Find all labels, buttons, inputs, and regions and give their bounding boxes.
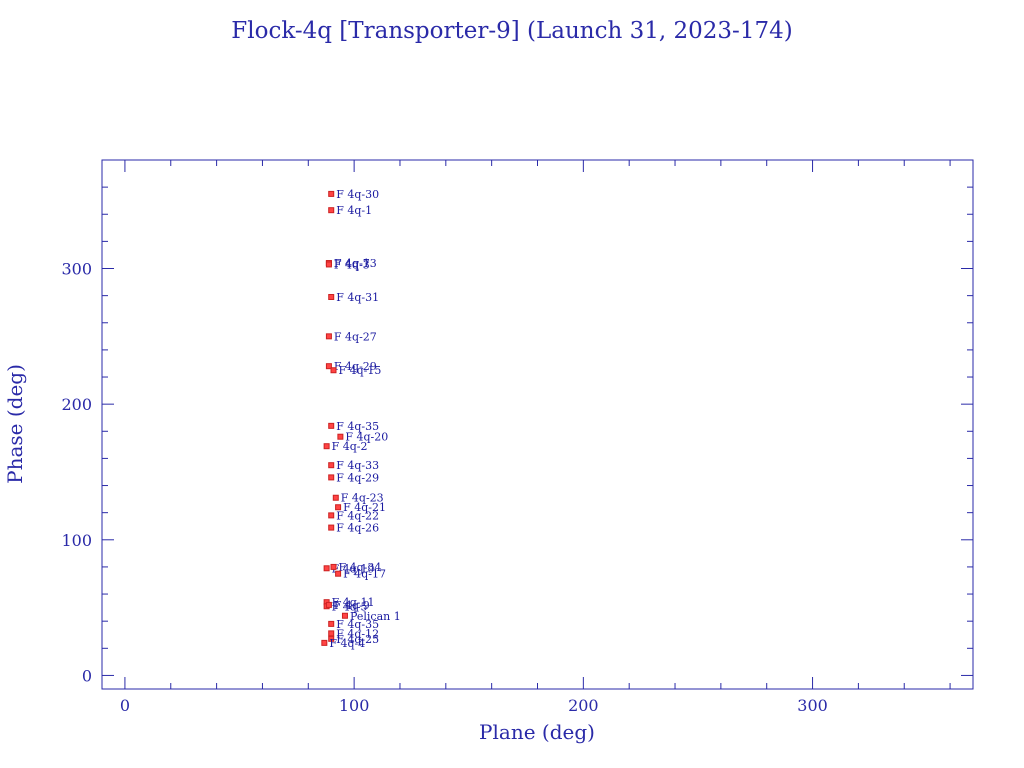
data-point bbox=[328, 474, 335, 481]
data-point bbox=[325, 333, 332, 340]
point-label: F 4q-5 bbox=[332, 600, 368, 613]
data-point bbox=[325, 261, 332, 268]
point-label: F 4q-26 bbox=[336, 522, 379, 535]
point-label: F 4q-4 bbox=[329, 637, 365, 650]
point-label: F 4q-12 bbox=[336, 627, 379, 640]
data-point bbox=[332, 494, 339, 501]
data-point bbox=[337, 433, 344, 440]
point-label: F 4q-22 bbox=[336, 509, 379, 522]
data-points: F 4q-30 F 4q-1 F 4q-13F 4q-7F 4q-3 F 4q-31 F… bbox=[321, 188, 401, 650]
point-label: F 4q-30 bbox=[336, 188, 379, 201]
data-point bbox=[321, 639, 328, 646]
data-point bbox=[328, 190, 335, 197]
axis-ticks bbox=[102, 159, 973, 689]
data-point bbox=[323, 443, 330, 450]
data-point bbox=[328, 620, 335, 627]
point-label: F 4q-29 bbox=[334, 360, 377, 373]
point-label: F 4q-23 bbox=[341, 492, 384, 505]
y-axis-label: Phase (deg) bbox=[3, 364, 27, 484]
point-label: F 4q-3 bbox=[334, 258, 370, 271]
point-label: F 4q-2 bbox=[332, 440, 368, 453]
x-tick-label: 200 bbox=[568, 696, 599, 715]
data-point bbox=[325, 363, 332, 370]
data-point bbox=[330, 367, 337, 374]
data-point bbox=[325, 601, 332, 608]
data-point bbox=[341, 612, 348, 619]
y-tick-label: 200 bbox=[61, 395, 92, 414]
point-label: F 4q-11 bbox=[332, 596, 375, 609]
point-label: F 4q-31 bbox=[336, 291, 379, 304]
data-point bbox=[328, 630, 335, 637]
point-label: F 4q-20 bbox=[345, 431, 388, 444]
y-tick-label: 0 bbox=[82, 666, 92, 685]
data-point bbox=[328, 293, 335, 300]
data-point bbox=[330, 563, 337, 570]
data-point bbox=[328, 512, 335, 519]
y-tick-label: 300 bbox=[61, 260, 92, 279]
point-label: F 4q-1 bbox=[336, 204, 372, 217]
x-tick-label: 100 bbox=[339, 696, 370, 715]
x-tick-label: 0 bbox=[120, 696, 130, 715]
point-label: F 4q-29 bbox=[336, 471, 379, 484]
point-label: F 4q-25 bbox=[336, 633, 379, 646]
point-label: Pelican 1 bbox=[350, 610, 401, 623]
x-axis-label: Plane (deg) bbox=[479, 720, 595, 744]
chart-title: Flock-4q [Transporter-9] (Launch 31, 202… bbox=[231, 18, 792, 44]
point-label: F 4q-35 bbox=[336, 618, 379, 631]
data-point bbox=[335, 504, 342, 511]
x-tick-label: 300 bbox=[797, 696, 828, 715]
data-point bbox=[323, 565, 330, 572]
data-point bbox=[328, 462, 335, 469]
data-point bbox=[328, 635, 335, 642]
tick-labels: 0 100 200 300 0 100 200 300 bbox=[61, 260, 827, 715]
point-label: F 4q-7 bbox=[334, 257, 370, 270]
data-point bbox=[328, 422, 335, 429]
y-tick-label: 100 bbox=[61, 531, 92, 550]
point-label: F 4q-15 bbox=[339, 364, 382, 377]
point-label: F 4q-21 bbox=[343, 501, 386, 514]
point-label: F 4q-9 bbox=[334, 599, 370, 612]
point-label: F 4q-34 bbox=[339, 561, 382, 574]
point-label: F 4q-19 bbox=[332, 562, 375, 575]
plot-frame bbox=[101, 159, 974, 690]
point-label: F 4q-35 bbox=[336, 420, 379, 433]
point-label: F 4q-13 bbox=[334, 257, 377, 270]
point-label: F 4q-27 bbox=[334, 330, 377, 343]
point-label: F 4q-33 bbox=[336, 459, 379, 472]
data-point bbox=[328, 524, 335, 531]
data-point bbox=[328, 207, 335, 214]
point-label: F 4q-17 bbox=[343, 568, 386, 581]
data-point bbox=[335, 570, 342, 577]
